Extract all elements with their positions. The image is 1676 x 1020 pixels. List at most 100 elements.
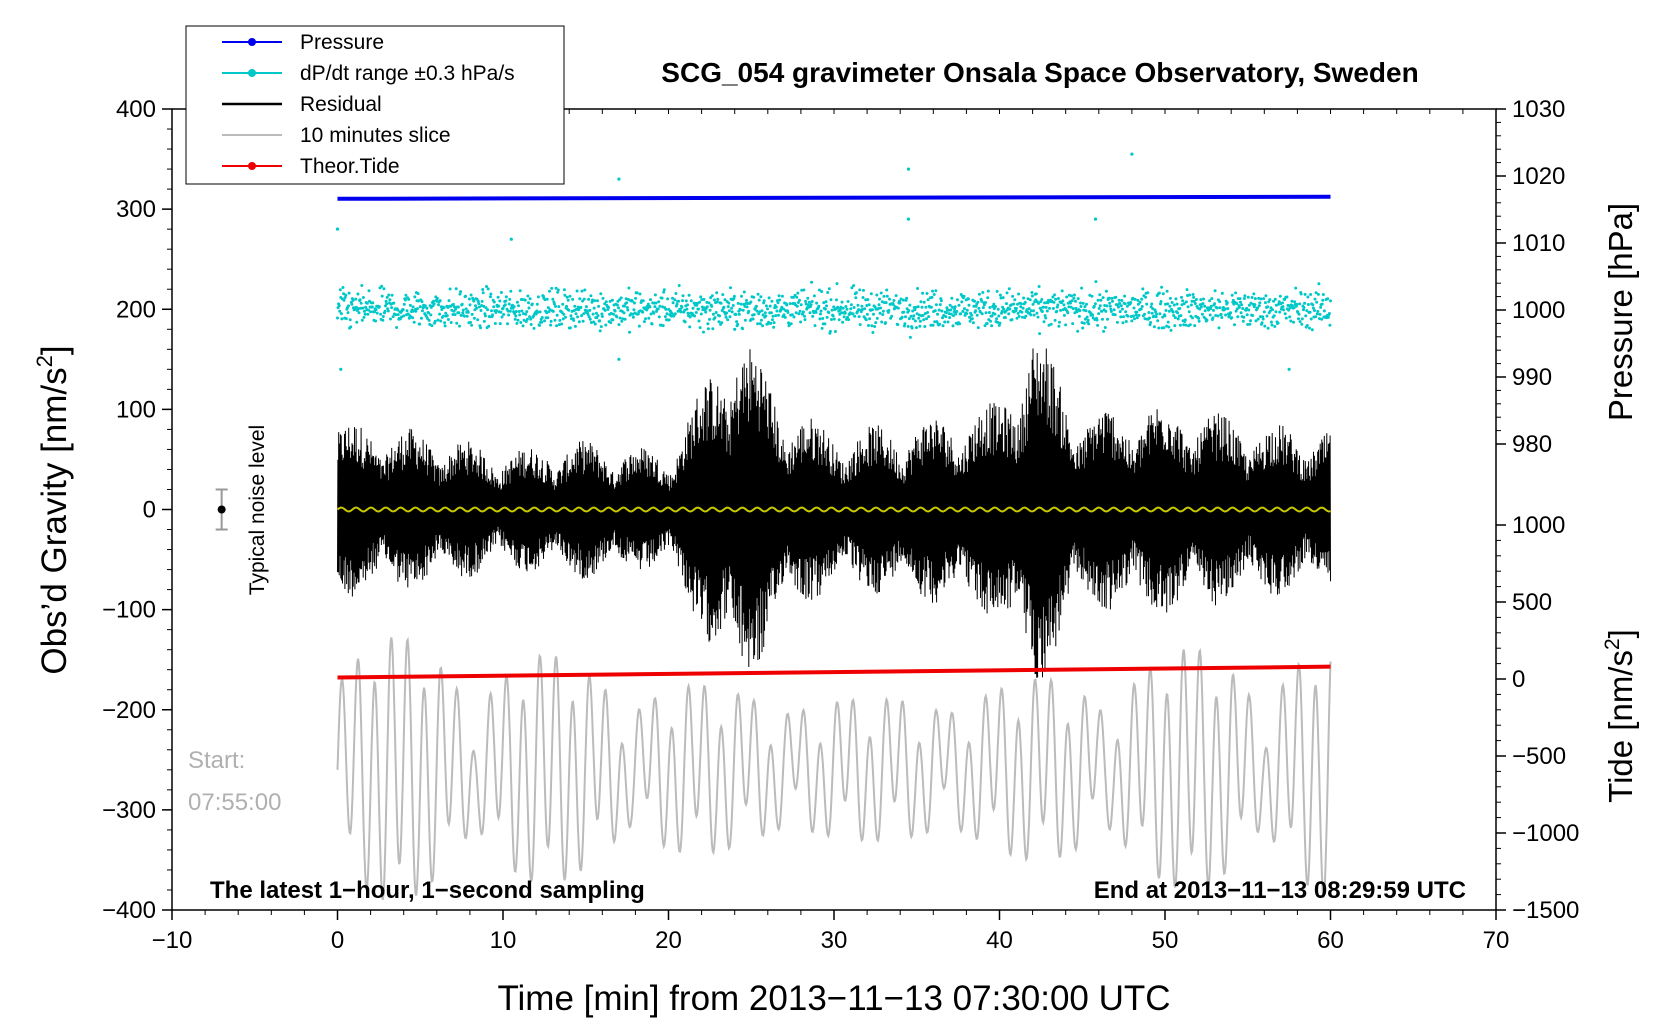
dpdt-point	[856, 303, 860, 307]
dpdt-point	[347, 304, 350, 308]
dpdt-point	[1175, 302, 1179, 306]
dpdt-point	[1180, 295, 1183, 299]
dpdt-point	[593, 322, 597, 326]
dpdt-point	[961, 309, 965, 313]
dpdt-point	[527, 301, 530, 305]
dpdt-point	[996, 307, 1000, 311]
dpdt-point	[553, 318, 557, 322]
dpdt-point	[1281, 305, 1285, 309]
dpdt-point	[649, 298, 652, 302]
dpdt-point	[1071, 307, 1075, 311]
dpdt-point	[671, 296, 674, 300]
dpdt-point	[819, 312, 822, 316]
dpdt-point	[1014, 307, 1018, 310]
dpdt-point	[767, 296, 771, 300]
dpdt-point	[735, 320, 739, 324]
dpdt-point	[518, 313, 522, 317]
dpdt-point	[1230, 293, 1234, 297]
dpdt-point	[904, 315, 907, 319]
dpdt-point	[1138, 300, 1142, 304]
x-tick-label: 50	[1152, 927, 1179, 954]
dpdt-outlier-point	[335, 227, 340, 231]
dpdt-point	[555, 324, 559, 328]
dpdt-point	[1320, 317, 1324, 321]
dpdt-point	[1125, 304, 1129, 308]
dpdt-point	[804, 299, 808, 303]
dpdt-point	[864, 318, 868, 322]
dpdt-point	[1143, 317, 1147, 321]
dpdt-point	[960, 300, 964, 304]
legend-marker	[248, 38, 256, 46]
dpdt-point	[436, 318, 440, 322]
legend-marker	[248, 69, 256, 77]
dpdt-point	[1210, 297, 1214, 301]
dpdt-point	[925, 292, 929, 295]
dpdt-point	[1044, 305, 1048, 309]
dpdt-point	[405, 309, 409, 313]
dpdt-point	[1144, 295, 1148, 299]
dpdt-point	[771, 314, 775, 318]
dpdt-point	[683, 308, 687, 312]
dpdt-point	[1184, 323, 1188, 327]
dpdt-point	[952, 314, 955, 318]
dpdt-point	[1320, 302, 1324, 306]
dpdt-point	[588, 308, 592, 312]
dpdt-point	[1192, 295, 1196, 299]
dpdt-point	[550, 286, 554, 290]
dpdt-point	[468, 303, 472, 307]
dpdt-point	[831, 314, 835, 318]
dpdt-point	[358, 298, 362, 302]
dpdt-point	[416, 292, 420, 296]
dpdt-point	[1010, 318, 1014, 322]
dpdt-point	[1226, 307, 1230, 311]
legend: Pressure dP/dt range ±0.3 hPa/s Residual 10…	[185, 25, 565, 185]
dpdt-point	[1043, 314, 1047, 318]
dpdt-point	[461, 308, 465, 312]
dpdt-point	[1237, 305, 1241, 309]
dpdt-point	[1096, 298, 1100, 302]
dpdt-point	[516, 318, 520, 322]
dpdt-point	[592, 320, 596, 324]
dpdt-point	[1083, 305, 1087, 309]
dpdt-point	[594, 311, 598, 315]
data-layer	[335, 152, 1332, 900]
dpdt-point	[870, 324, 874, 328]
dpdt-point	[936, 312, 939, 316]
dpdt-point	[1136, 302, 1140, 306]
dpdt-point	[771, 318, 774, 322]
dpdt-point	[1257, 296, 1261, 300]
dpdt-point	[369, 310, 373, 314]
dpdt-point	[845, 307, 849, 311]
dpdt-point	[849, 303, 853, 307]
dpdt-point	[815, 301, 819, 305]
dpdt-point	[1080, 286, 1084, 290]
dpdt-point	[990, 324, 994, 328]
dpdt-point	[713, 316, 717, 320]
dpdt-point	[1194, 298, 1198, 301]
dpdt-point	[1234, 291, 1238, 295]
dpdt-point	[704, 310, 708, 314]
dpdt-point	[1178, 307, 1182, 310]
dpdt-point	[1008, 307, 1012, 311]
dpdt-point	[918, 324, 922, 328]
dpdt-point	[1288, 315, 1292, 319]
dpdt-outlier-point	[339, 367, 343, 371]
dpdt-point	[1243, 294, 1247, 298]
dpdt-point	[932, 293, 936, 296]
dpdt-point	[1188, 323, 1192, 327]
dpdt-point	[693, 314, 697, 318]
dpdt-point	[1029, 313, 1033, 317]
dpdt-point	[962, 294, 966, 298]
dpdt-point	[476, 318, 480, 322]
legend-label: Residual	[300, 93, 382, 116]
dpdt-point	[1246, 295, 1250, 299]
dpdt-point	[721, 293, 725, 297]
dpdt-point	[600, 312, 604, 316]
dpdt-point	[411, 316, 415, 320]
dpdt-point	[699, 295, 703, 299]
dpdt-point	[806, 303, 810, 307]
dpdt-point	[1001, 296, 1005, 300]
dpdt-point	[940, 309, 944, 313]
dpdt-point	[545, 297, 549, 301]
